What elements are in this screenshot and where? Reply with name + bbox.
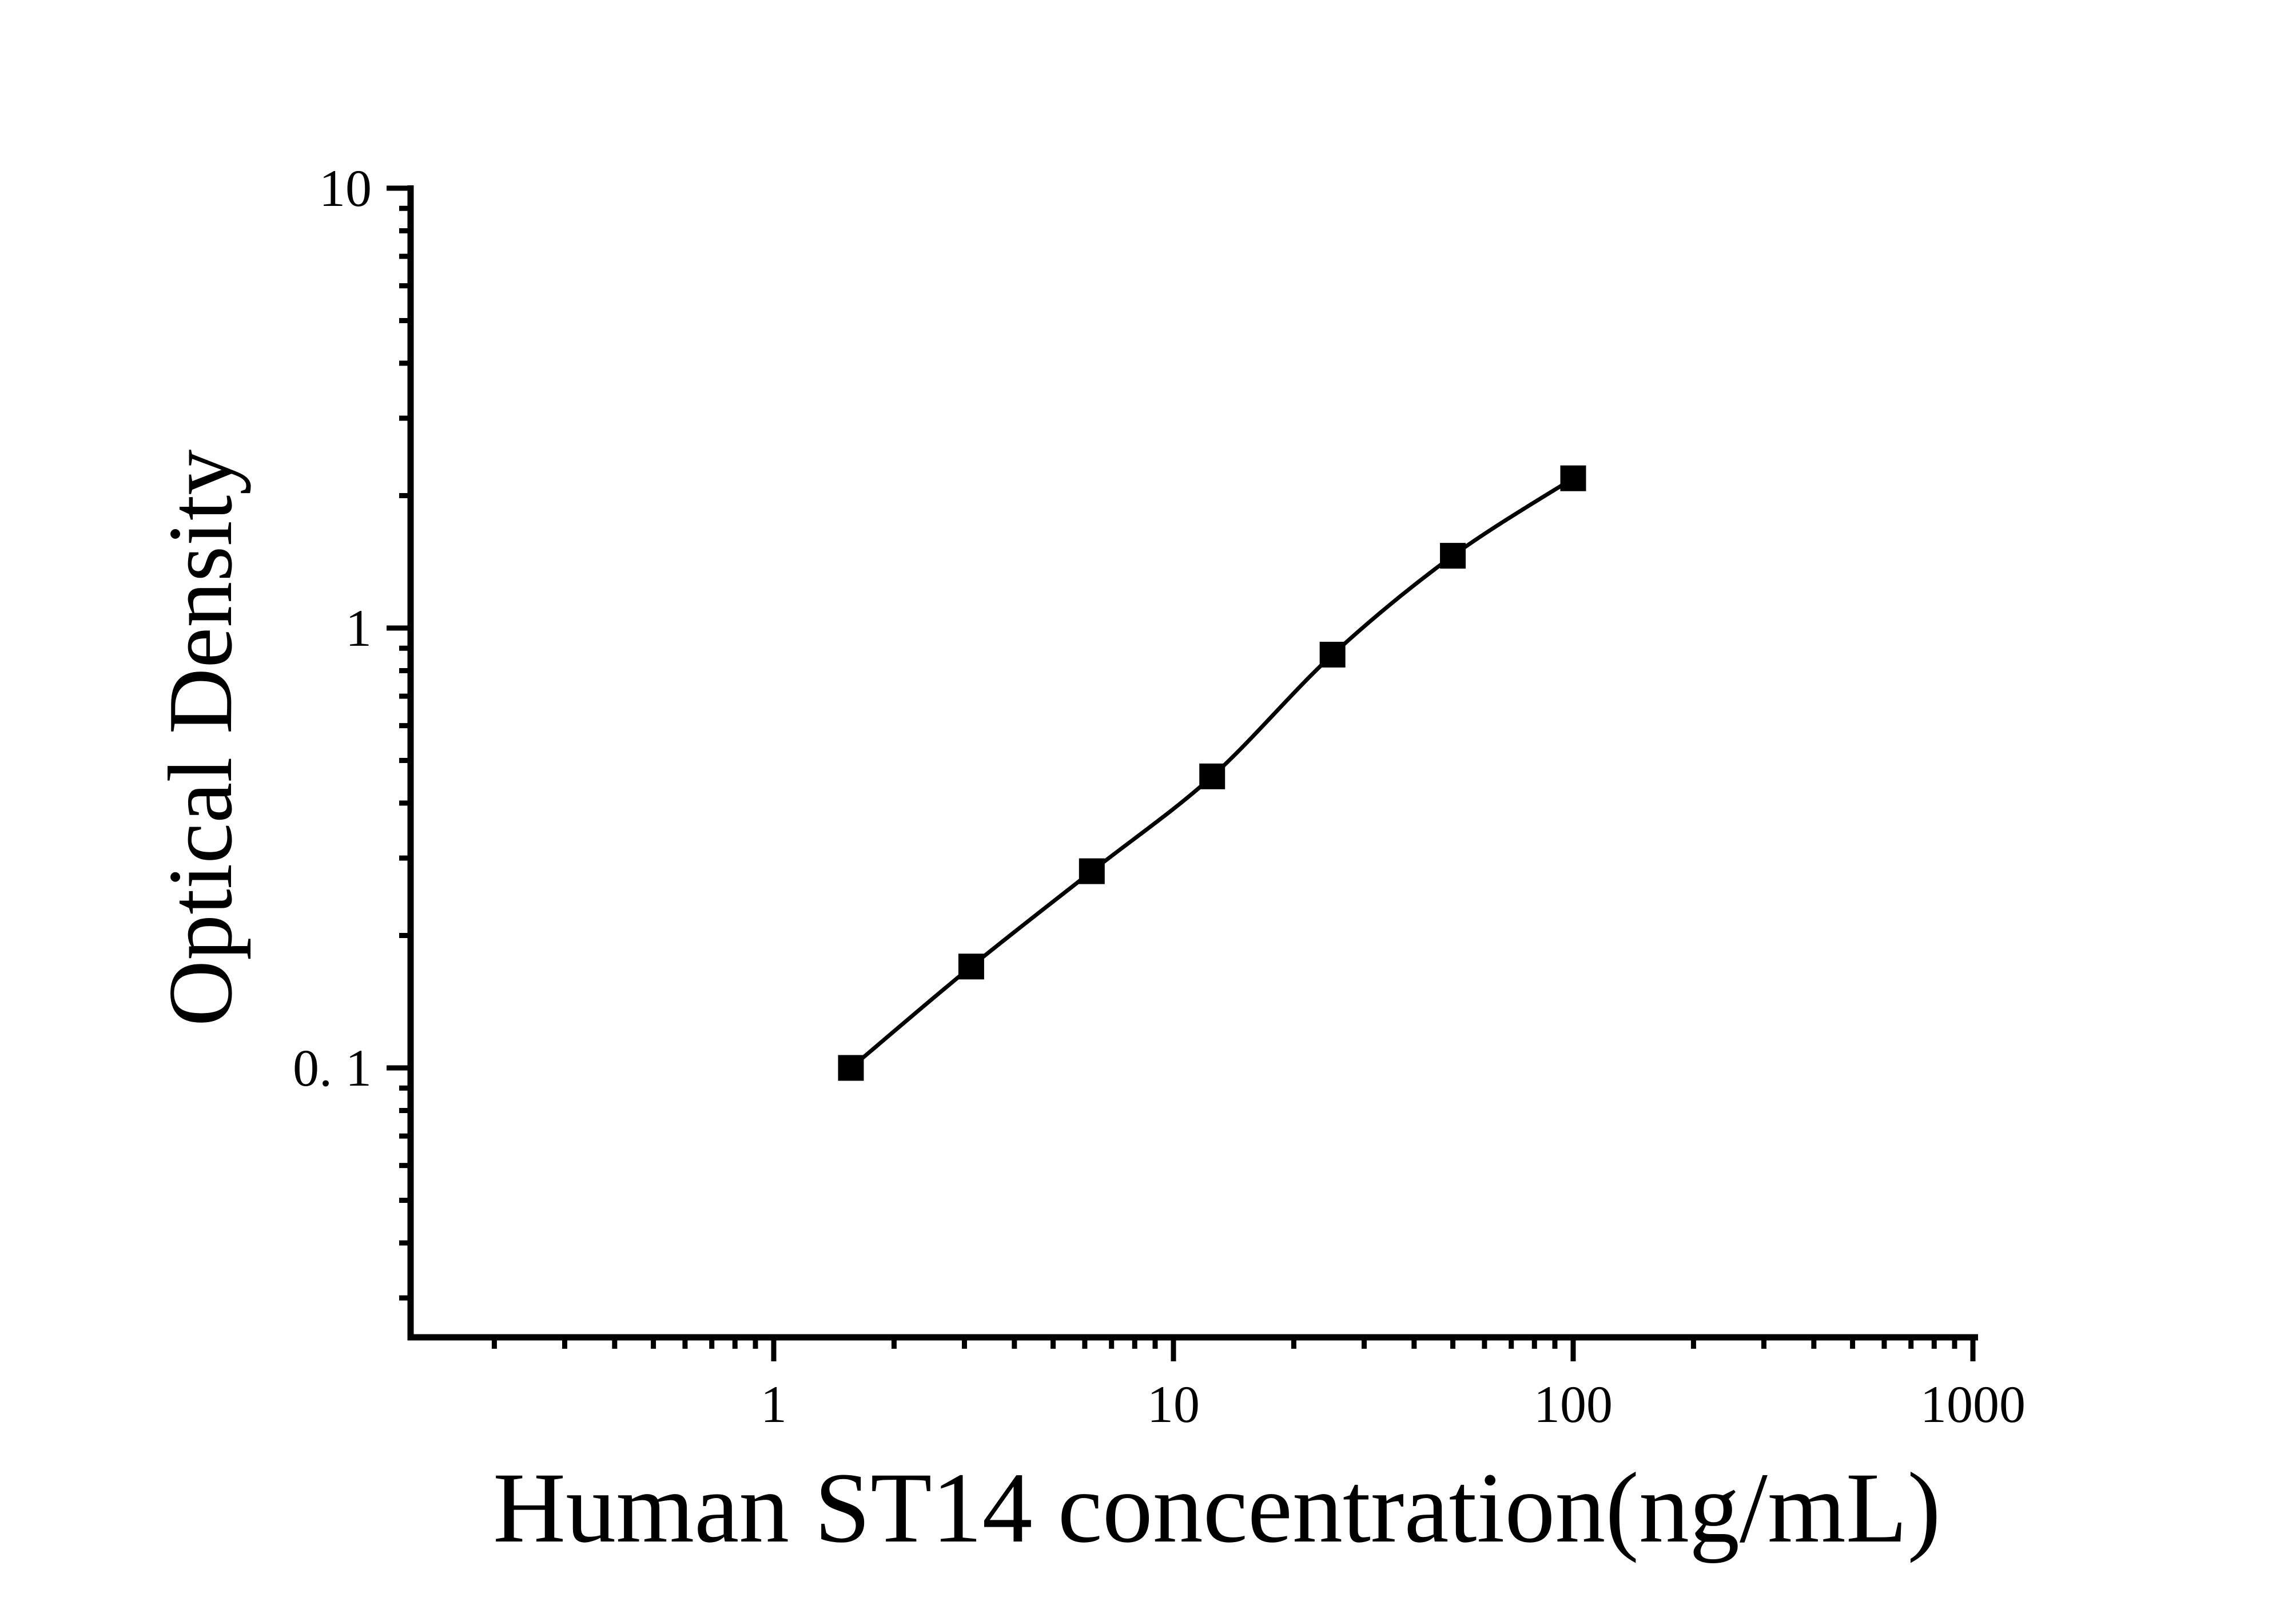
x-tick-label: 1 bbox=[761, 1375, 787, 1433]
series-layer bbox=[838, 465, 1586, 1081]
data-point-marker bbox=[958, 954, 984, 980]
axis-spine bbox=[407, 185, 1978, 1341]
x-tick-label: 10 bbox=[1147, 1375, 1200, 1433]
y-tick-label: 10 bbox=[319, 159, 372, 217]
data-point-marker bbox=[1560, 465, 1586, 491]
data-point-marker bbox=[1319, 642, 1346, 668]
x-axis-title: Human ST14 concentration(ng/mL) bbox=[493, 1452, 1941, 1564]
y-tick-label: 1 bbox=[345, 599, 372, 657]
data-point-marker bbox=[1199, 763, 1225, 789]
data-point-marker bbox=[1440, 543, 1466, 569]
tick-label-layer: 1 10 100 1000 10 1 0. 1 bbox=[293, 159, 2026, 1433]
y-axis-title: Optical Density bbox=[149, 450, 251, 1027]
x-tick-label: 1000 bbox=[1920, 1375, 2026, 1433]
x-tick-label: 100 bbox=[1534, 1375, 1613, 1433]
y-tick-label: 0. 1 bbox=[293, 1039, 372, 1097]
data-point-marker bbox=[1079, 858, 1105, 884]
axes-layer bbox=[387, 185, 1978, 1361]
data-point-marker bbox=[838, 1055, 864, 1081]
